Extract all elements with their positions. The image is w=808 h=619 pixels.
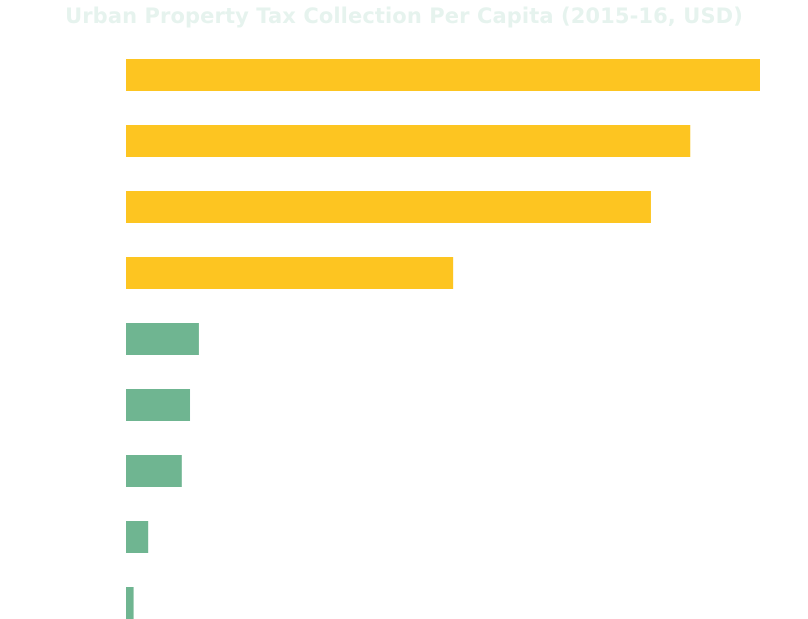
bar-3 (126, 191, 651, 223)
bar-8 (126, 521, 149, 553)
bar-9 (126, 587, 134, 619)
bar-1 (126, 59, 760, 91)
chart-title: Urban Property Tax Collection Per Capita… (65, 4, 743, 28)
bar-5 (126, 323, 199, 355)
bar-2 (126, 125, 691, 157)
bar-6 (126, 389, 191, 421)
bar-7 (126, 455, 182, 487)
bar-4 (126, 257, 454, 289)
